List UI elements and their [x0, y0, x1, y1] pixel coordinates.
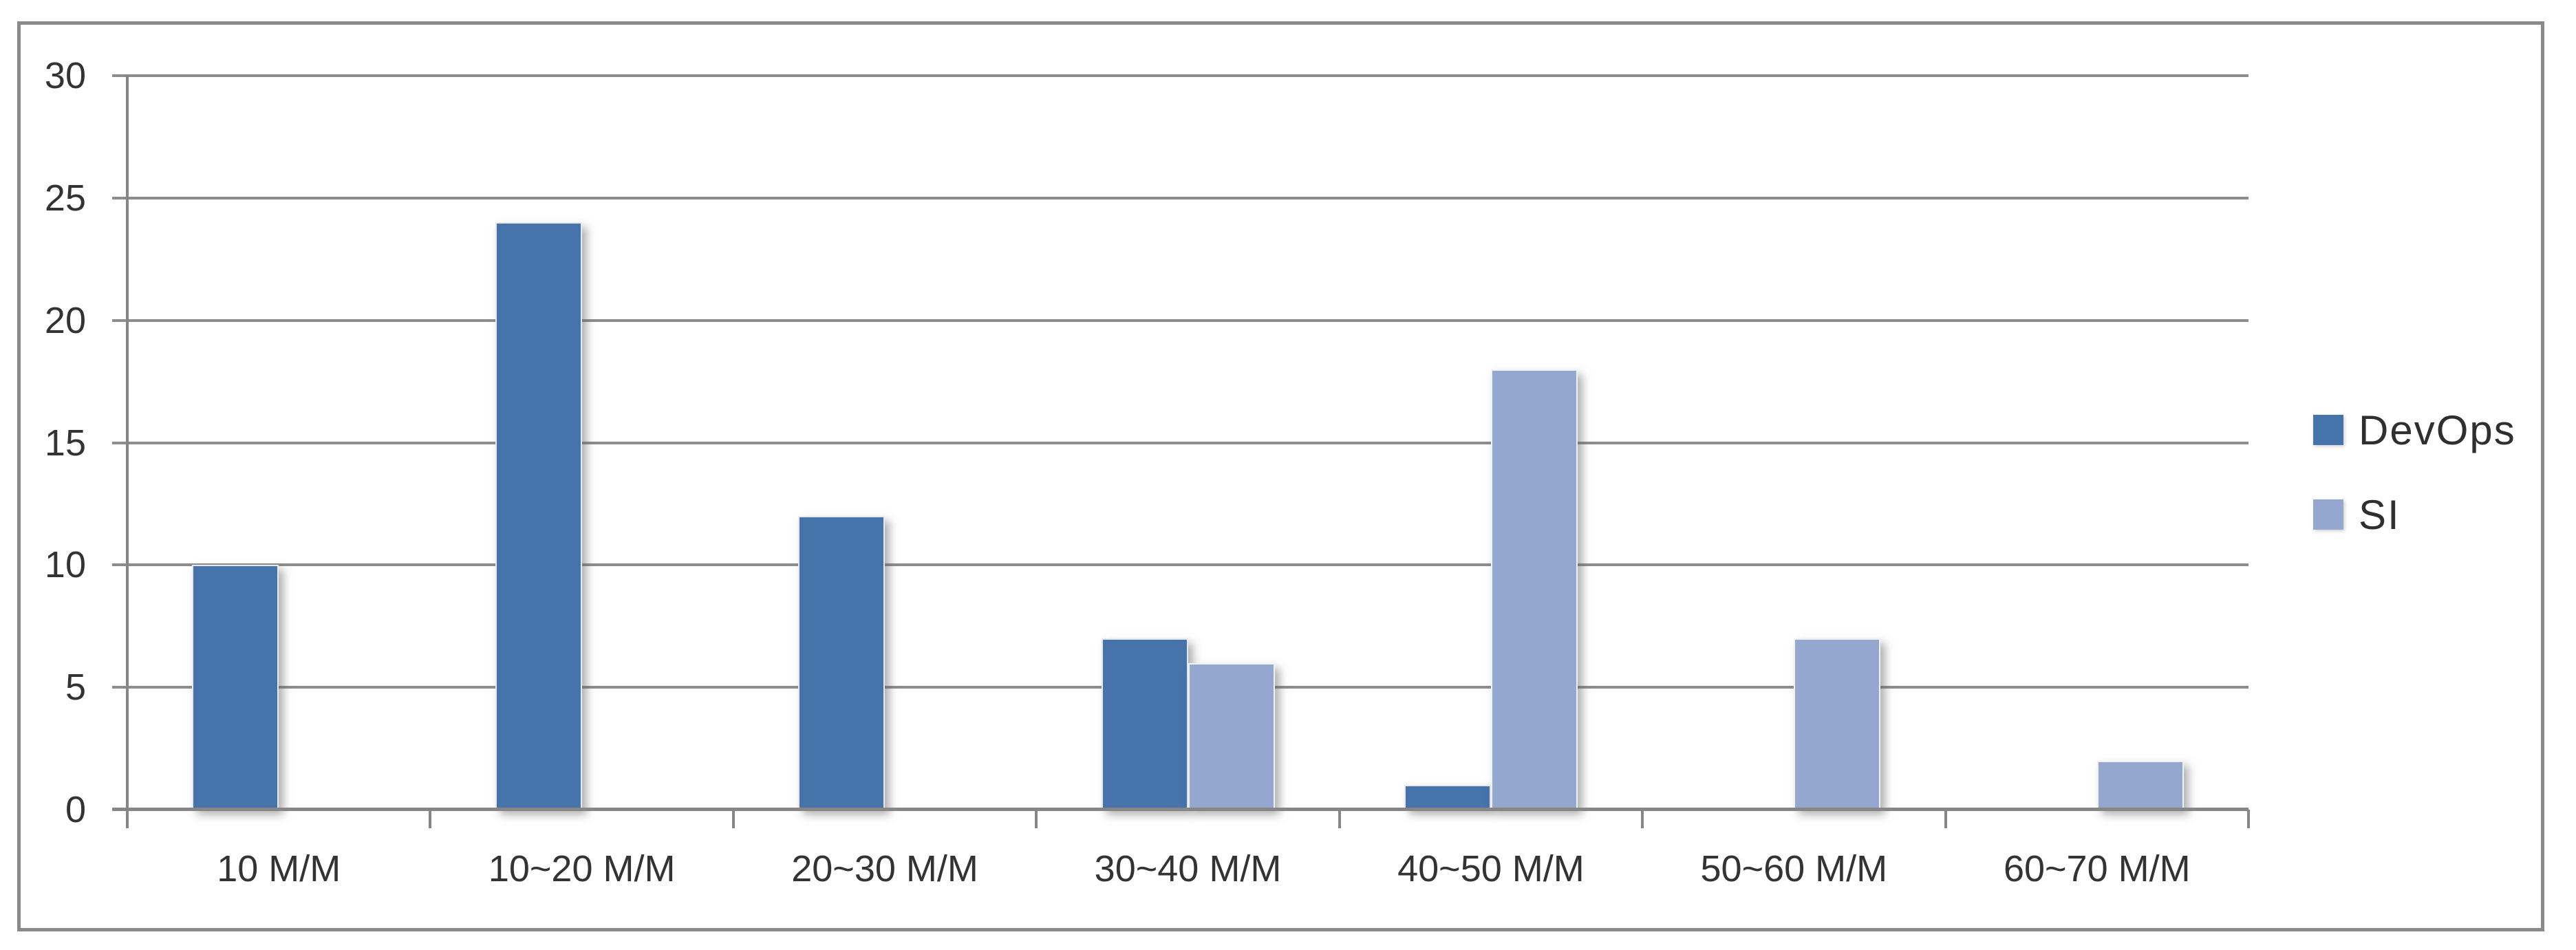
- gridline-20: [112, 319, 2248, 322]
- bar-devops-3: [1101, 638, 1188, 810]
- legend-swatch-devops: [2313, 415, 2343, 445]
- x-category-label: 60~70 M/M: [2003, 848, 2191, 889]
- bar-si-3: [1188, 662, 1275, 810]
- bar-si-5: [1794, 638, 1881, 810]
- x-category-label: 30~40 M/M: [1094, 848, 1282, 889]
- bar-devops-0: [192, 565, 279, 810]
- gridline-25: [112, 196, 2248, 199]
- legend-label-si: SI: [2359, 491, 2401, 538]
- bar-si-6: [2096, 760, 2184, 810]
- y-tick-label: 15: [44, 422, 86, 464]
- plot-area: 0 5 10 15 20 25 30 10 M/M 10~20 M/M 20~30 M/M 30~4…: [45, 55, 2250, 889]
- gridline-15: [112, 441, 2248, 444]
- x-category-label: 40~50 M/M: [1397, 848, 1585, 889]
- y-tick-label: 20: [44, 299, 86, 341]
- bar-devops-4: [1404, 785, 1491, 810]
- bar-devops-2: [798, 516, 886, 810]
- x-axis-tick: [1035, 810, 1038, 828]
- x-category-label: 20~30 M/M: [791, 848, 978, 889]
- x-axis-tick: [1641, 810, 1644, 828]
- bar-si-4: [1490, 369, 1578, 810]
- x-axis-line: [112, 808, 2248, 811]
- y-tick-label: 5: [65, 667, 86, 709]
- x-axis-tick: [1338, 810, 1341, 828]
- x-axis-tick: [731, 810, 735, 828]
- legend-label-devops: DevOps: [2359, 407, 2516, 453]
- x-category-label: 50~60 M/M: [1700, 848, 1888, 889]
- y-tick-label: 10: [44, 544, 86, 586]
- legend: DevOps SI: [2313, 407, 2516, 577]
- x-axis-tick: [1944, 810, 1947, 828]
- y-tick-label: 25: [44, 177, 86, 219]
- bar-devops-1: [495, 222, 582, 810]
- gridline-30: [112, 74, 2248, 77]
- x-category-label: 10 M/M: [217, 848, 341, 889]
- gridline-10: [112, 563, 2248, 567]
- x-category-label: 10~20 M/M: [488, 848, 676, 889]
- legend-swatch-si: [2313, 499, 2343, 530]
- x-axis-tick: [2247, 810, 2250, 828]
- legend-item-devops: DevOps: [2313, 407, 2516, 453]
- y-tick-label: 0: [65, 789, 86, 830]
- x-axis-tick: [429, 810, 432, 828]
- legend-item-si: SI: [2313, 491, 2516, 538]
- y-tick-label: 30: [44, 55, 86, 96]
- y-axis-line: [126, 76, 129, 828]
